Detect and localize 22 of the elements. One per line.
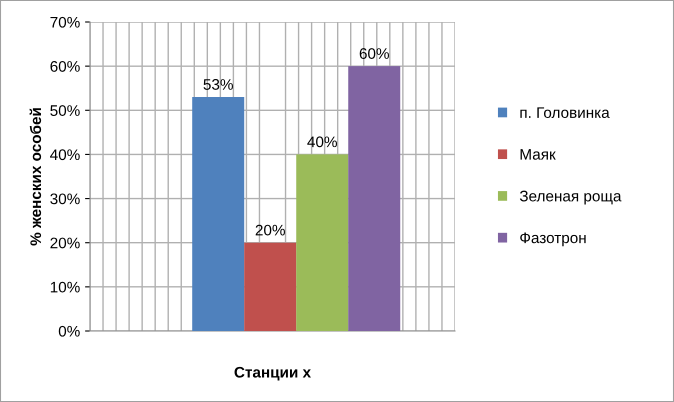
bar (348, 66, 400, 331)
y-tick-label: 50% (50, 105, 80, 116)
legend-label: Маяк (520, 149, 556, 160)
y-tick-label: 70% (50, 16, 80, 28)
bar (244, 242, 296, 331)
y-tick-label: 0% (58, 326, 80, 337)
data-label: 53% (204, 79, 233, 90)
data-label: 60% (360, 48, 389, 59)
x-axis-title: Станции х (234, 366, 311, 381)
legend-label: Фазотрон (520, 232, 586, 246)
y-tick-label: 30% (50, 193, 80, 204)
legend-label: Зеленая роща (520, 190, 622, 204)
y-tick-label: 10% (50, 282, 80, 293)
y-tick-label: 40% (50, 149, 80, 160)
y-axis-title: % женских особей (30, 108, 42, 246)
bar (296, 154, 348, 331)
data-label: 40% (307, 136, 337, 148)
y-tick-label: 60% (50, 61, 80, 72)
y-tick-label: 20% (50, 238, 80, 248)
legend-label: п. Головинка (520, 107, 610, 118)
data-label: 20% (256, 224, 285, 236)
bar (192, 97, 244, 331)
